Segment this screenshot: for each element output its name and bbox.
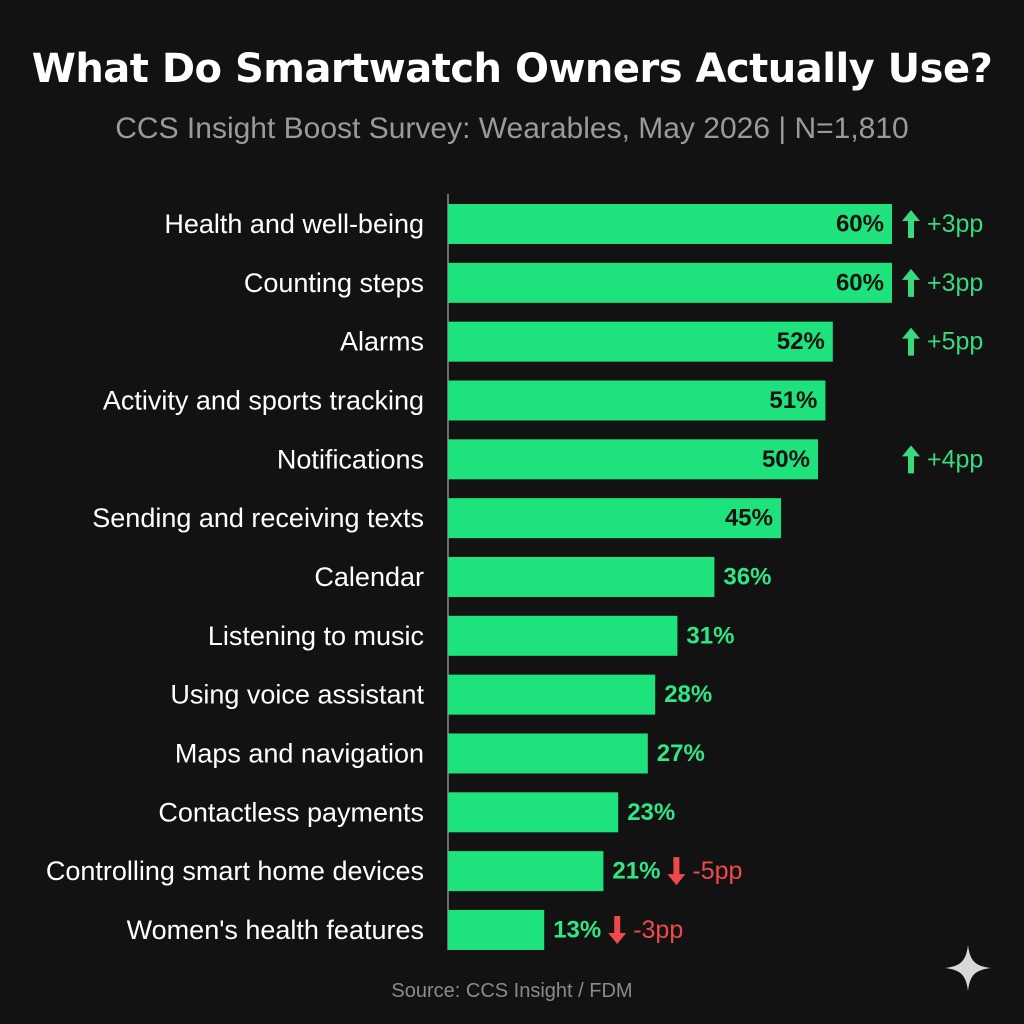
change-label: +3pp xyxy=(927,269,983,297)
value-label: 27% xyxy=(657,740,705,767)
bar xyxy=(448,851,604,892)
category-label: Counting steps xyxy=(244,268,424,298)
bar xyxy=(448,204,892,244)
bar xyxy=(448,321,833,362)
value-label: 50% xyxy=(762,446,810,473)
value-label: 51% xyxy=(769,387,817,414)
sparkle-icon xyxy=(945,945,991,991)
value-label: 36% xyxy=(723,563,771,590)
bar xyxy=(448,498,781,539)
chart-subtitle: CCS Insight Boost Survey: Wearables, May… xyxy=(115,112,909,145)
category-label: Activity and sports tracking xyxy=(103,385,424,415)
chart-title: What Do Smartwatch Owners Actually Use? xyxy=(31,46,993,92)
bar xyxy=(448,909,545,950)
value-label: 21% xyxy=(612,858,660,885)
category-label: Controlling smart home devices xyxy=(46,856,424,886)
bar xyxy=(448,792,619,833)
arrow-up-icon xyxy=(902,327,920,356)
value-label: 28% xyxy=(664,681,712,708)
value-label: 31% xyxy=(686,622,734,649)
source-note: Source: CCS Insight / FDM xyxy=(391,980,633,1002)
value-label: 13% xyxy=(553,916,601,943)
arrow-up-icon xyxy=(902,268,920,297)
value-label: 60% xyxy=(836,269,884,296)
bar xyxy=(448,380,826,421)
bar xyxy=(448,556,715,597)
category-label: Sending and receiving texts xyxy=(92,503,424,533)
change-label: -3pp xyxy=(633,916,683,944)
bar xyxy=(448,439,818,480)
arrow-down-icon xyxy=(667,857,686,886)
category-label: Contactless payments xyxy=(158,797,424,827)
change-label: -5pp xyxy=(692,857,742,885)
bar xyxy=(448,262,892,303)
value-label: 60% xyxy=(836,211,884,238)
bar xyxy=(448,733,648,774)
bars-group: Health and well-being 60% +3pp Counting ste… xyxy=(46,204,983,950)
arrow-up-icon xyxy=(902,210,920,238)
category-label: Maps and navigation xyxy=(175,738,424,768)
value-label: 45% xyxy=(725,505,773,532)
arrow-down-icon xyxy=(608,915,627,944)
category-label: Notifications xyxy=(277,444,424,474)
category-label: Listening to music xyxy=(208,621,424,651)
category-label: Women's health features xyxy=(127,915,424,945)
bar xyxy=(448,615,678,656)
arrow-up-icon xyxy=(902,445,920,474)
value-label: 52% xyxy=(777,328,825,355)
change-label: +3pp xyxy=(927,210,983,238)
category-label: Calendar xyxy=(314,562,424,592)
bar xyxy=(448,674,656,715)
category-label: Alarms xyxy=(340,327,424,357)
category-label: Using voice assistant xyxy=(170,680,424,710)
change-label: +5pp xyxy=(927,328,983,356)
category-label: Health and well-being xyxy=(164,209,424,239)
change-label: +4pp xyxy=(927,445,983,473)
value-label: 23% xyxy=(627,799,675,826)
